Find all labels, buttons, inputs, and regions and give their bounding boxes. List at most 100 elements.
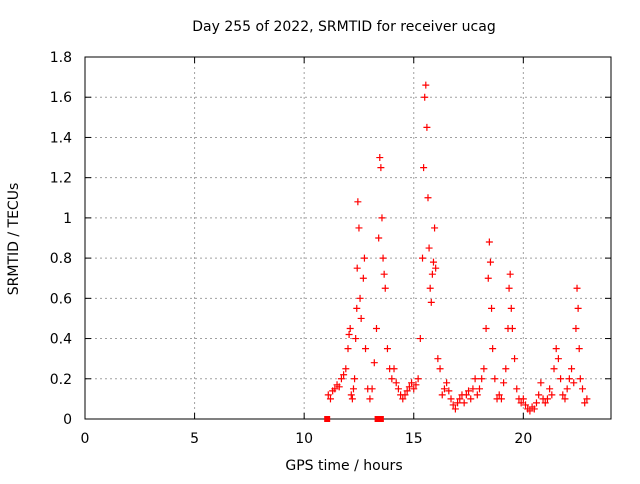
data-point [335, 383, 343, 391]
x-axis-label: GPS time / hours [285, 458, 402, 474]
data-point [342, 365, 350, 373]
data-point [579, 385, 587, 393]
data-point [431, 224, 439, 232]
data-point [403, 387, 411, 395]
data-point [340, 371, 348, 379]
data-point [572, 325, 580, 332]
data-point [443, 379, 451, 387]
data-point [486, 258, 494, 266]
data-point [537, 379, 545, 387]
data-point [565, 375, 573, 383]
data-point [405, 383, 413, 391]
data-point [324, 391, 332, 399]
axis-layer: 0 5 10 15 20 0 0.2 0.4 0.6 0.8 1 1.2 1.4 1.6 1.8 [50, 50, 612, 447]
data-point [426, 284, 434, 292]
data-point [500, 379, 508, 387]
y-tick-label: 1 [63, 211, 72, 227]
data-point [513, 385, 521, 393]
data-point [414, 375, 422, 383]
data-point [360, 254, 368, 262]
data-point [353, 264, 361, 272]
data-point [424, 194, 432, 202]
data-point [576, 375, 584, 383]
data-point [337, 375, 345, 383]
data-point [543, 395, 551, 403]
data-point [419, 254, 427, 262]
x-tick-label: 20 [514, 431, 532, 447]
y-tick-label: 0 [63, 412, 72, 428]
data-point-square [377, 416, 384, 422]
data-point [412, 381, 420, 389]
data-point [383, 345, 391, 353]
data-point [511, 355, 519, 363]
data-point [471, 375, 479, 383]
data-point [495, 391, 503, 399]
data-point [517, 399, 525, 407]
y-axis-label: SRMTID / TECUs [6, 183, 22, 296]
data-point [357, 314, 365, 322]
data-point [449, 401, 457, 409]
data-point [506, 270, 514, 278]
data-point [366, 395, 374, 403]
data-point [348, 395, 356, 403]
data-point [550, 365, 558, 373]
data-point [356, 294, 364, 302]
data-point [497, 395, 505, 403]
data-point [344, 345, 352, 353]
y-tick-label: 0.2 [50, 372, 72, 388]
data-point [370, 359, 378, 367]
plot-frame [84, 56, 612, 420]
data-point [532, 399, 540, 407]
data-point [378, 214, 386, 222]
data-point [476, 385, 483, 393]
data-point [583, 395, 591, 403]
data-point [399, 395, 407, 403]
data-point [434, 355, 442, 363]
data-point [331, 385, 339, 393]
data-point [535, 391, 543, 399]
data-point [480, 365, 488, 373]
data-point [353, 304, 361, 312]
data-point [445, 387, 453, 395]
data-point [425, 244, 433, 252]
x-tick-label: 10 [295, 431, 313, 447]
data-point [377, 164, 385, 172]
y-tick-label: 1.6 [50, 90, 72, 106]
data-point [447, 395, 455, 403]
data-point [581, 399, 589, 407]
data-point [408, 379, 416, 387]
data-point [423, 123, 431, 131]
y-tick-label: 1.8 [50, 50, 72, 66]
data-point [372, 325, 380, 332]
data-point [460, 399, 468, 407]
data-point [351, 375, 359, 383]
data-point [368, 385, 376, 393]
y-tick-label: 0.4 [50, 332, 72, 348]
data-point [401, 391, 409, 399]
data-point [473, 391, 481, 399]
data-point [454, 399, 462, 407]
y-tick-label: 0.6 [50, 291, 72, 307]
data-point [394, 385, 402, 393]
grid-layer [85, 57, 611, 419]
data-point [554, 355, 562, 363]
data-point [489, 345, 497, 353]
data-point [440, 385, 448, 393]
data-point [355, 224, 363, 232]
data-point [354, 198, 362, 206]
data-point [478, 375, 486, 383]
data-point [505, 284, 513, 292]
data-point [491, 375, 499, 383]
data-point [362, 345, 370, 353]
data-point [526, 407, 534, 415]
y-tick-label: 1.4 [50, 130, 72, 146]
data-point [359, 274, 367, 282]
data-point [346, 325, 354, 332]
data-point [488, 304, 496, 312]
data-point [392, 379, 400, 387]
data-point [557, 375, 565, 383]
data-point [436, 365, 444, 373]
data-point [519, 395, 527, 403]
data-point [548, 391, 556, 399]
